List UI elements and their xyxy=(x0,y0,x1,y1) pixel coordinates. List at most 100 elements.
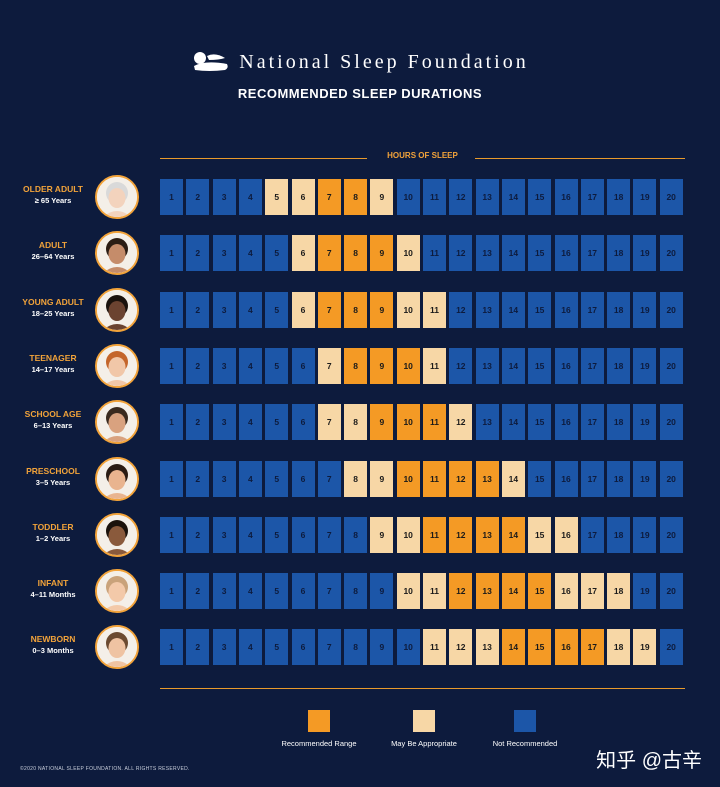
age-group-range: 26–64 Years xyxy=(31,252,75,262)
hour-cell-not-recommended: 4 xyxy=(238,179,262,215)
avatar xyxy=(95,625,139,670)
legend-swatch-recommended xyxy=(308,710,330,732)
hour-cell-not-recommended: 8 xyxy=(344,516,368,553)
hour-cell-not-recommended: 5 xyxy=(265,629,289,666)
legend-may: May Be Appropriate xyxy=(374,710,474,748)
watermark: 知乎 @古辛 xyxy=(596,750,702,772)
legend-label-may: May Be Appropriate xyxy=(391,739,457,748)
hour-cell-may-be-appropriate: 10 xyxy=(396,235,420,272)
hour-cell-not-recommended: 15 xyxy=(528,404,552,441)
row-label: YOUNG ADULT 18–25 Years xyxy=(10,297,96,319)
hour-cell-recommended: 11 xyxy=(423,460,446,497)
hour-cell-not-recommended: 18 xyxy=(607,404,631,441)
hours-axis-label: HOURS OF SLEEP xyxy=(387,151,458,160)
hours-header: HOURS OF SLEEP xyxy=(160,151,685,165)
hour-cell-not-recommended: 17 xyxy=(580,460,604,497)
hour-cell-recommended: 7 xyxy=(317,179,341,215)
hour-cell-not-recommended: 14 xyxy=(501,179,525,215)
hour-cell-not-recommended: 20 xyxy=(659,460,683,497)
hour-cell-not-recommended: 1 xyxy=(160,460,183,497)
chart-row: SCHOOL AGE 6–13 Years 1 2 3 4 5 6 7 8 9 10 11 12 13 14 1… xyxy=(0,399,720,445)
hour-cell-may-be-appropriate: 11 xyxy=(423,629,446,666)
chart-row: ADULT 26–64 Years 1 2 3 4 5 6 7 8 9 10 11 12 13 14 15 16 1… xyxy=(0,230,720,276)
hour-cell-not-recommended: 19 xyxy=(633,404,657,441)
age-group-range: ≥ 65 Years xyxy=(34,196,72,205)
hour-cell-not-recommended: 1 xyxy=(160,291,183,328)
hour-cell-not-recommended: 1 xyxy=(160,629,183,666)
hour-cell-recommended: 14 xyxy=(501,629,525,666)
hour-cell-not-recommended: 4 xyxy=(238,460,262,497)
hour-cell-not-recommended: 17 xyxy=(580,291,604,328)
hour-cell-recommended: 12 xyxy=(449,573,473,610)
hour-cell-may-be-appropriate: 7 xyxy=(317,404,341,441)
hour-cell-recommended: 8 xyxy=(344,235,368,272)
hour-cell-may-be-appropriate: 10 xyxy=(396,291,420,328)
hour-cell-not-recommended: 17 xyxy=(580,516,604,553)
age-group-name: SCHOOL AGE xyxy=(24,409,82,420)
hour-cell-not-recommended: 18 xyxy=(607,460,631,497)
brand-header: National Sleep Foundation xyxy=(0,50,720,79)
hour-cell-not-recommended: 16 xyxy=(554,235,578,272)
hour-cell-not-recommended: 10 xyxy=(396,629,420,666)
hour-cell-not-recommended: 17 xyxy=(580,404,604,441)
hour-cell-not-recommended: 13 xyxy=(475,235,499,272)
hour-cell-not-recommended: 15 xyxy=(528,179,552,215)
hour-cell-recommended: 13 xyxy=(475,573,499,610)
hour-cell-not-recommended: 15 xyxy=(528,347,552,384)
chart-row: OLDER ADULT ≥ 65 Years 1 2 3 4 5 6 7 8 9 10 11 12 13 14… xyxy=(0,174,720,220)
hour-cell-may-be-appropriate: 9 xyxy=(370,179,394,215)
chart-row: YOUNG ADULT 18–25 Years 1 2 3 4 5 6 7 8 9 10 11 12 13 1… xyxy=(0,287,720,333)
hour-cell-not-recommended: 4 xyxy=(238,404,262,441)
hour-cell-not-recommended: 4 xyxy=(238,516,262,553)
hour-cell-not-recommended: 17 xyxy=(580,179,604,215)
hour-cell-not-recommended: 20 xyxy=(659,404,683,441)
hour-cell-not-recommended: 6 xyxy=(291,460,315,497)
hour-cell-recommended: 9 xyxy=(370,347,394,384)
hour-cell-recommended: 13 xyxy=(475,516,499,553)
hour-cell-not-recommended: 3 xyxy=(212,573,236,610)
hour-cell-recommended: 8 xyxy=(344,291,368,328)
hour-cell-not-recommended: 16 xyxy=(554,291,578,328)
hour-cell-not-recommended: 16 xyxy=(554,404,578,441)
row-label: ADULT 26–64 Years xyxy=(10,240,96,262)
hour-cell-not-recommended: 13 xyxy=(475,291,499,328)
age-group-name: YOUNG ADULT xyxy=(22,296,84,307)
hour-cell-recommended: 8 xyxy=(344,179,368,215)
hour-cell-not-recommended: 6 xyxy=(291,629,315,666)
page-title: RECOMMENDED SLEEP DURATIONS xyxy=(237,86,483,101)
hour-cell-recommended: 14 xyxy=(501,516,525,553)
hour-cell-recommended: 8 xyxy=(344,347,368,384)
hour-cell-not-recommended: 4 xyxy=(238,347,262,384)
brand-name: National Sleep Foundation xyxy=(239,50,529,73)
avatar xyxy=(95,400,139,445)
hour-cell-not-recommended: 4 xyxy=(238,235,262,272)
row-label: PRESCHOOL 3–5 Years xyxy=(10,466,96,488)
hour-cell-not-recommended: 20 xyxy=(659,573,683,610)
hour-cell-not-recommended: 4 xyxy=(238,629,262,666)
hour-cell-not-recommended: 18 xyxy=(607,347,631,384)
hour-cell-not-recommended: 10 xyxy=(396,179,420,215)
hour-cell-not-recommended: 14 xyxy=(501,291,525,328)
age-group-name: OLDER ADULT xyxy=(23,184,83,194)
hour-cell-not-recommended: 13 xyxy=(475,347,499,384)
hour-cell-not-recommended: 3 xyxy=(212,629,236,666)
hour-cell-not-recommended: 5 xyxy=(265,573,289,610)
hour-cell-not-recommended: 17 xyxy=(580,235,604,272)
hour-cell-not-recommended: 1 xyxy=(160,347,183,384)
row-label: NEWBORN 0–3 Months xyxy=(10,634,96,656)
hour-cell-not-recommended: 13 xyxy=(475,179,499,215)
avatar xyxy=(95,287,139,332)
hour-cell-may-be-appropriate: 7 xyxy=(317,347,341,384)
hour-cell-not-recommended: 4 xyxy=(238,291,262,328)
hour-cell-recommended: 11 xyxy=(423,516,446,553)
hour-cell-recommended: 9 xyxy=(370,235,394,272)
hour-cell-not-recommended: 7 xyxy=(317,516,341,553)
hour-cell-not-recommended: 3 xyxy=(212,235,236,272)
hour-cell-not-recommended: 2 xyxy=(186,573,210,610)
hour-cell-not-recommended: 1 xyxy=(160,573,183,610)
legend-recommended: Recommended Range xyxy=(269,710,369,748)
row-label: INFANT 4–11 Months xyxy=(10,578,96,600)
hour-cell-not-recommended: 14 xyxy=(501,347,525,384)
legend-swatch-not xyxy=(514,710,536,732)
hour-cell-may-be-appropriate: 16 xyxy=(554,573,578,610)
